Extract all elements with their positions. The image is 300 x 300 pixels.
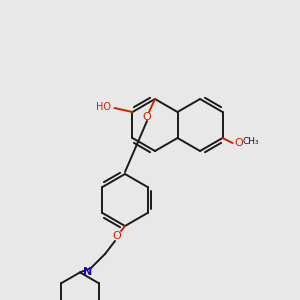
Text: N: N	[83, 267, 92, 278]
Text: O: O	[112, 231, 122, 241]
Text: O: O	[235, 138, 243, 148]
Text: CH₃: CH₃	[242, 137, 259, 146]
Text: O: O	[142, 112, 152, 122]
Text: HO: HO	[97, 102, 112, 112]
